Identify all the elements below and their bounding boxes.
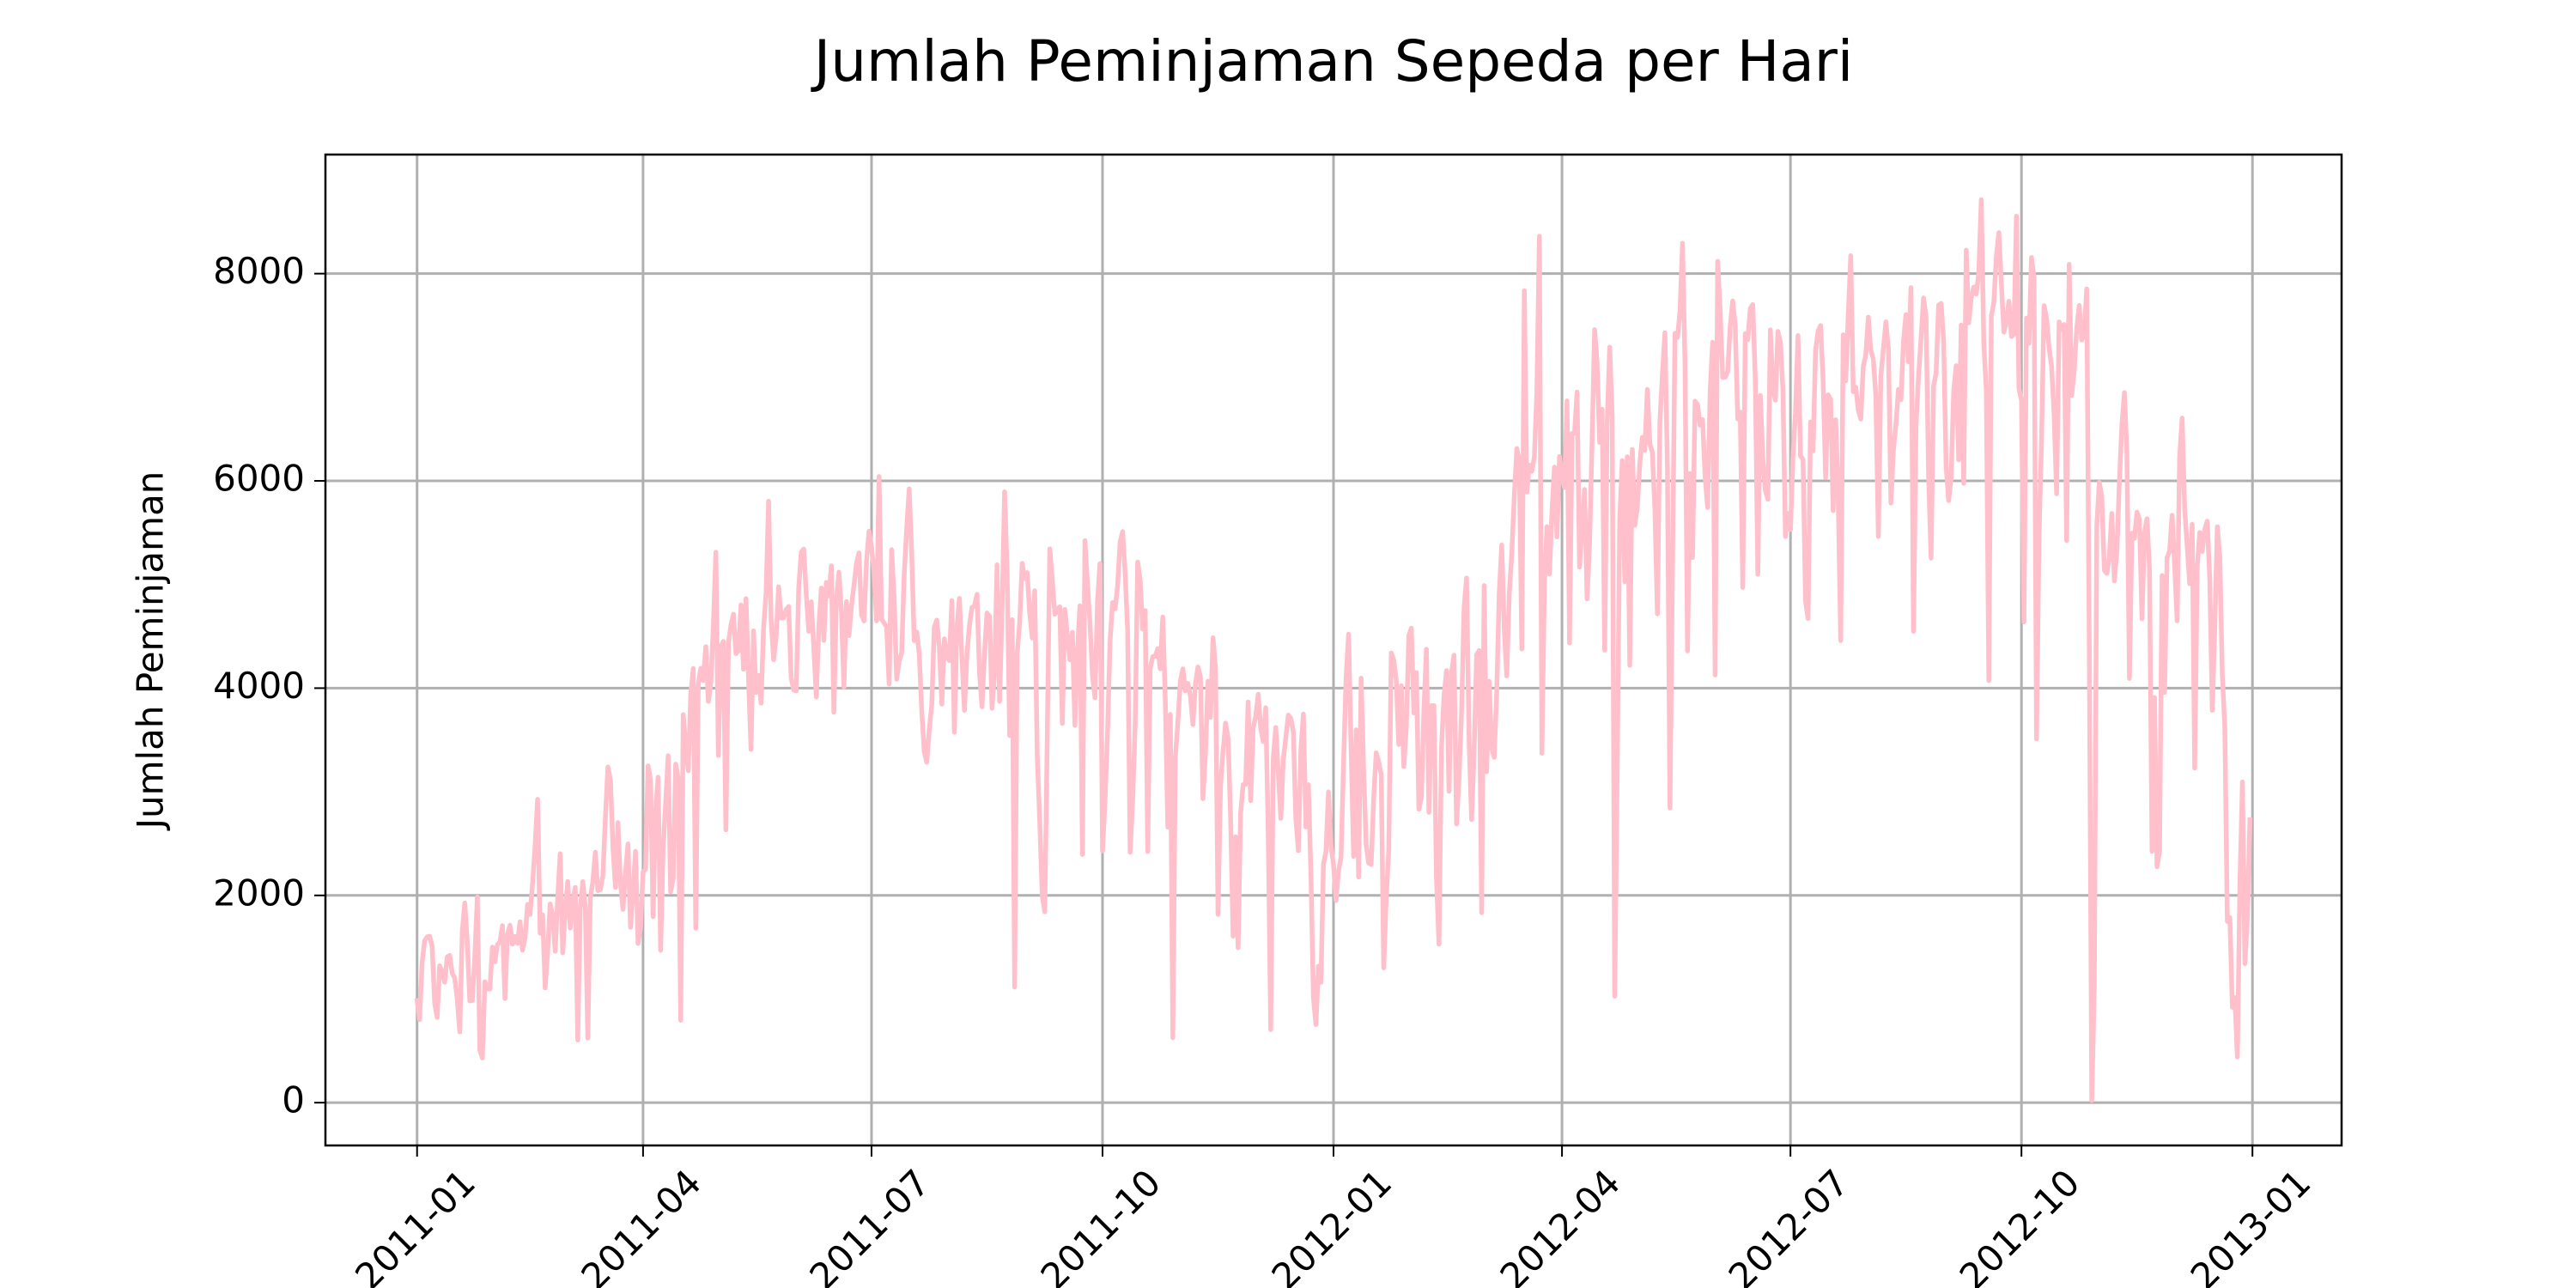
- x-tick-label: 2012-10: [1952, 1162, 2088, 1288]
- x-tick-label: 2012-07: [1721, 1162, 1857, 1288]
- plot-frame: [324, 153, 2343, 1147]
- x-tick-label: 2011-01: [347, 1162, 483, 1288]
- x-tick-label: 2013-01: [2183, 1162, 2319, 1288]
- y-axis-label: Jumlah Peminjaman: [130, 471, 172, 832]
- y-tick-label: 2000: [213, 872, 305, 914]
- y-tick-label: 8000: [213, 250, 305, 292]
- y-tick-label: 6000: [213, 458, 305, 500]
- x-tick-label: 2011-04: [573, 1162, 709, 1288]
- data-line: [414, 197, 2253, 1103]
- chart-title: Jumlah Peminjaman Sepeda per Hari: [811, 28, 1854, 94]
- x-tick-label: 2011-07: [801, 1162, 938, 1288]
- x-tick-label: 2011-10: [1032, 1162, 1169, 1288]
- x-tick-label: 2012-01: [1264, 1162, 1400, 1288]
- y-tick-label: 0: [282, 1079, 305, 1121]
- y-tick-label: 4000: [213, 665, 305, 707]
- x-tick-label: 2012-04: [1492, 1162, 1629, 1288]
